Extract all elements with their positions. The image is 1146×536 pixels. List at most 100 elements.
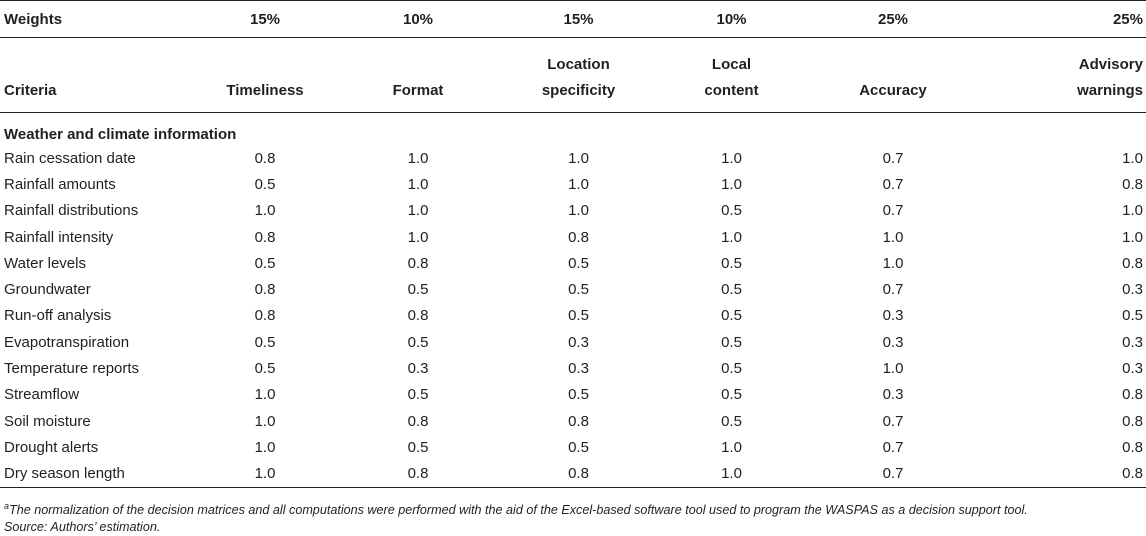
table-cell: 0.5	[721, 202, 742, 220]
table-cell: 0.7	[882, 438, 904, 456]
weight-local-content: 10%	[661, 0, 802, 38]
table-cell: 0.5	[407, 281, 429, 299]
footnote-note: aThe normalization of the decision matri…	[4, 498, 1144, 519]
row-label: Rain cessation date	[4, 149, 136, 167]
table-cell: 1.0	[568, 202, 589, 220]
weight-location-specificity: 15%	[496, 0, 661, 38]
table-cell: 0.7	[882, 412, 904, 430]
table-cell: 0.7	[882, 149, 904, 167]
table-cell: 0.3	[568, 333, 589, 351]
table-cell: 0.3	[882, 333, 904, 351]
weight-format: 10%	[340, 0, 496, 38]
table-cell: 0.5	[721, 281, 742, 299]
weight-advisory-warnings: 25%	[984, 0, 1146, 38]
table-cell: 1.0	[721, 149, 742, 167]
row-label: Evapotranspiration	[4, 333, 130, 351]
criteria-advisory-warnings: Advisory warnings	[984, 37, 1146, 113]
row-label: Soil moisture	[4, 412, 91, 430]
criteria-format: Format	[340, 37, 496, 113]
table-cell: 0.8	[407, 412, 429, 430]
table-cell: 0.5	[721, 412, 742, 430]
table-cell: 1.0	[254, 438, 276, 456]
table-row: Evapotranspiration 0.5 0.5 0.3 0.5 0.3 0.3	[0, 329, 1146, 355]
table-cell: 1.0	[882, 254, 904, 272]
row-label: Run-off analysis	[4, 307, 112, 325]
row-label: Drought alerts	[4, 438, 99, 456]
table-cell: 1.0	[882, 228, 904, 246]
table-cell: 0.5	[721, 360, 742, 378]
criteria-weights-table: Weights 15% 10% 15% 10% 25% 25% Criteria…	[0, 0, 1146, 488]
table-row: Streamflow 1.0 0.5 0.5 0.5 0.3 0.8	[0, 382, 1146, 408]
weight-accuracy: 25%	[802, 0, 984, 38]
row-label: Groundwater	[4, 281, 91, 299]
footnote-source: Source: Authors’ estimation.	[4, 520, 161, 535]
table-row: Rainfall amounts 0.5 1.0 1.0 1.0 0.7 0.8	[0, 171, 1146, 197]
table-cell: 0.8	[340, 460, 496, 488]
table-cell: 0.5	[721, 307, 742, 325]
table-row: Drought alerts 1.0 0.5 0.5 1.0 0.7 0.8	[0, 434, 1146, 460]
table-cell: 1.0	[190, 460, 340, 488]
row-label: Rainfall amounts	[4, 175, 116, 193]
table-row: Water levels 0.5 0.8 0.5 0.5 1.0 0.8	[0, 250, 1146, 276]
table-cell: 1.0	[568, 149, 589, 167]
row-label: Temperature reports	[4, 360, 140, 378]
section-row: Weather and climate information	[0, 113, 1146, 146]
table-cell: 1.0	[882, 360, 904, 378]
criteria-location-specificity: Location specificity	[496, 37, 661, 113]
footnote-marker: a	[4, 501, 10, 511]
table-cell: 0.5	[407, 386, 429, 404]
table-row: Dry season length 1.0 0.8 0.8 1.0 0.7 0.8	[0, 460, 1146, 488]
weight-timeliness: 15%	[190, 0, 340, 38]
table-cell: 1.0	[254, 412, 276, 430]
table-cell: 1.0	[254, 386, 276, 404]
footnote-text: The normalization of the decision matric…	[9, 503, 1028, 518]
table-cell: 0.7	[802, 460, 984, 488]
table-cell: 0.7	[882, 175, 904, 193]
table-cell: 1.0	[407, 202, 429, 220]
table-cell: 0.3	[407, 360, 429, 378]
table-cell: 0.5	[407, 333, 429, 351]
table-cell: 1.0	[661, 460, 802, 488]
table-cell: 0.5	[568, 254, 589, 272]
table-row: Rainfall distributions 1.0 1.0 1.0 0.5 0.7 1.0	[0, 198, 1146, 224]
table-cell: 0.3	[1122, 360, 1143, 378]
table-row: Rain cessation date 0.8 1.0 1.0 1.0 0.7 1.0	[0, 145, 1146, 171]
row-label: Rainfall intensity	[4, 228, 114, 246]
table-cell: 0.5	[254, 254, 276, 272]
table-cell: 0.5	[568, 386, 589, 404]
table-cell: 1.0	[1122, 202, 1143, 220]
weights-row: Weights 15% 10% 15% 10% 25% 25%	[0, 0, 1146, 38]
criteria-accuracy: Accuracy	[802, 37, 984, 113]
table-cell: 0.8	[407, 254, 429, 272]
table-cell: 0.3	[882, 307, 904, 325]
table-cell: 0.3	[882, 386, 904, 404]
table-cell: 1.0	[1122, 228, 1143, 246]
table-cell: 0.5	[568, 281, 589, 299]
table-cell: 0.5	[721, 386, 742, 404]
table-cell: 0.5	[568, 438, 589, 456]
table-cell: 0.5	[254, 360, 276, 378]
table-cell: 0.5	[407, 438, 429, 456]
table-row: Soil moisture 1.0 0.8 0.8 0.5 0.7 0.8	[0, 408, 1146, 434]
table-cell: 1.0	[721, 228, 742, 246]
table-cell: 0.8	[407, 307, 429, 325]
row-label: Streamflow	[4, 386, 80, 404]
table-cell: 0.8	[254, 149, 276, 167]
table-cell: 0.8	[1122, 412, 1143, 430]
table-cell: 0.5	[568, 307, 589, 325]
table-cell: 0.5	[721, 254, 742, 272]
section-title: Weather and climate information	[4, 126, 237, 143]
table-cell: 0.8	[1122, 175, 1143, 193]
table-row: Run-off analysis 0.8 0.8 0.5 0.5 0.3 0.5	[0, 303, 1146, 329]
criteria-label: Criteria	[0, 37, 190, 113]
table-cell: 0.8	[568, 412, 589, 430]
table-row: Groundwater 0.8 0.5 0.5 0.5 0.7 0.3	[0, 276, 1146, 302]
row-label: Dry season length	[0, 460, 190, 488]
table-row: Rainfall intensity 0.8 1.0 0.8 1.0 1.0 1.0	[0, 224, 1146, 250]
table-cell: 0.3	[1122, 281, 1143, 299]
table-cell: 1.0	[407, 228, 429, 246]
table-cell: 0.7	[882, 281, 904, 299]
table-row: Temperature reports 0.5 0.3 0.3 0.5 1.0 0.3	[0, 355, 1146, 381]
table-cell: 0.8	[254, 228, 276, 246]
